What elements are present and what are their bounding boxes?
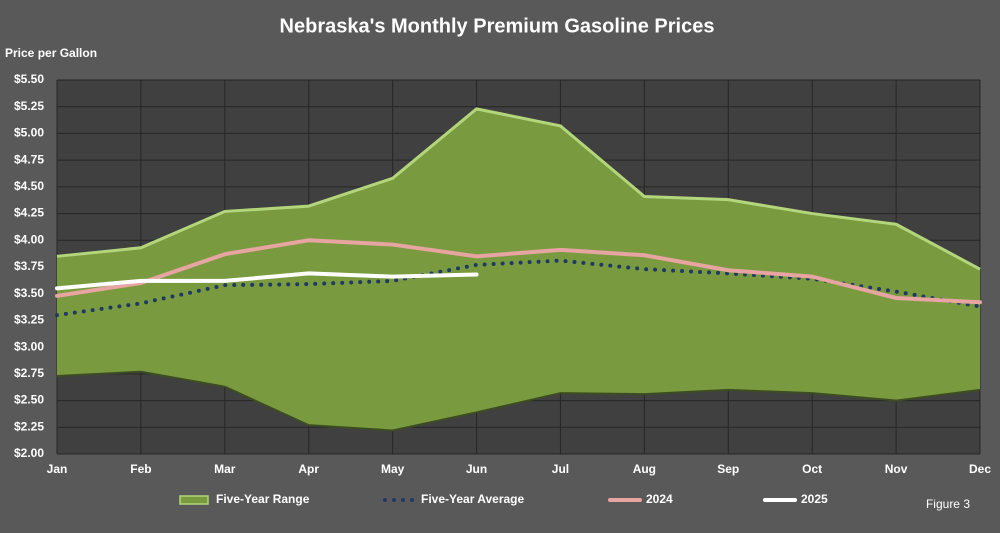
range-lower-edge [56, 370, 981, 432]
y-axis-label: Price per Gallon [5, 46, 97, 60]
y-tick-label: $3.50 [14, 286, 44, 300]
series-line [55, 238, 982, 305]
y-tick-label: $3.00 [14, 339, 44, 353]
x-tick-label: Mar [214, 462, 236, 476]
x-tick-label: Aug [633, 462, 656, 476]
range-area [57, 108, 980, 431]
series-line [55, 271, 479, 291]
y-tick-label: $4.75 [14, 152, 44, 166]
y-tick-label: $2.00 [14, 446, 44, 460]
x-tick-label: Dec [969, 462, 991, 476]
legend-label: Five-Year Range [216, 492, 310, 506]
x-tick-label: Oct [802, 462, 822, 476]
y-tick-label: $2.25 [14, 419, 44, 433]
x-tick-label: Apr [298, 462, 319, 476]
y-tick-label: $2.50 [14, 393, 44, 407]
x-tick-label: Nov [885, 462, 908, 476]
x-tick-label: Jun [466, 462, 487, 476]
y-tick-label: $4.00 [14, 232, 44, 246]
y-tick-label: $2.75 [14, 366, 44, 380]
legend-label: 2025 [801, 492, 828, 506]
x-tick-label: Jan [47, 462, 68, 476]
y-tick-label: $5.25 [14, 99, 44, 113]
y-tick-label: $3.75 [14, 259, 44, 273]
x-tick-label: Sep [717, 462, 739, 476]
annotation: Figure 3 [926, 497, 970, 511]
chart-title: Nebraska's Monthly Premium Gasoline Pric… [280, 15, 715, 37]
legend-label: Five-Year Average [421, 492, 524, 506]
x-tick-label: Feb [130, 462, 151, 476]
legend-swatch [179, 495, 209, 505]
legend-label: 2024 [646, 492, 673, 506]
y-tick-label: $4.50 [14, 179, 44, 193]
y-tick-label: $3.25 [14, 313, 44, 327]
range-upper-edge [56, 107, 981, 271]
x-tick-label: May [381, 462, 405, 476]
y-tick-label: $5.50 [14, 72, 44, 86]
x-tick-label: Jul [552, 462, 569, 476]
y-tick-label: $5.00 [14, 126, 44, 140]
y-tick-label: $4.25 [14, 206, 44, 220]
